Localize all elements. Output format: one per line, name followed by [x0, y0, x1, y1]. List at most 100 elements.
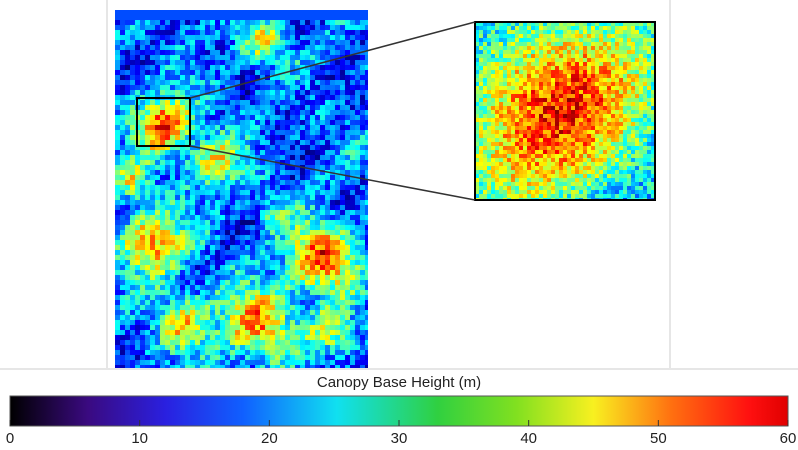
map-cell: [325, 285, 330, 290]
map-cell: [125, 55, 130, 60]
inset-cell: [639, 74, 643, 78]
inset-cell: [515, 42, 519, 46]
map-cell: [300, 275, 305, 280]
map-cell: [225, 280, 230, 285]
map-cell: [140, 335, 145, 340]
inset-cell: [487, 118, 491, 122]
map-cell: [210, 335, 215, 340]
map-cell: [190, 265, 195, 270]
inset-cell: [591, 94, 595, 98]
inset-cell: [487, 30, 491, 34]
map-cell: [145, 320, 150, 325]
map-cell: [120, 225, 125, 230]
map-cell: [170, 15, 175, 20]
map-cell: [310, 150, 315, 155]
map-cell: [360, 65, 365, 70]
map-cell: [215, 210, 220, 215]
map-cell: [360, 195, 365, 200]
inset-cell: [639, 110, 643, 114]
map-cell: [310, 140, 315, 145]
map-cell: [310, 330, 315, 335]
map-cell: [325, 35, 330, 40]
map-cell: [215, 180, 220, 185]
map-cell: [360, 190, 365, 195]
map-cell: [345, 320, 350, 325]
map-cell: [220, 140, 225, 145]
inset-cell: [635, 114, 639, 118]
map-cell: [310, 100, 315, 105]
map-cell: [340, 255, 345, 260]
map-cell: [250, 40, 255, 45]
map-cell: [345, 150, 350, 155]
inset-cell: [567, 102, 571, 106]
inset-cell: [555, 90, 559, 94]
map-cell: [235, 255, 240, 260]
map-cell: [245, 55, 250, 60]
map-cell: [245, 315, 250, 320]
map-cell: [305, 195, 310, 200]
map-cell: [270, 200, 275, 205]
map-cell: [230, 110, 235, 115]
map-cell: [335, 325, 340, 330]
map-cell: [145, 120, 150, 125]
map-cell: [360, 15, 365, 20]
map-cell: [150, 165, 155, 170]
map-cell: [285, 260, 290, 265]
inset-cell: [539, 102, 543, 106]
map-cell: [115, 195, 120, 200]
inset-cell: [635, 78, 639, 82]
map-cell: [215, 275, 220, 280]
map-cell: [275, 320, 280, 325]
inset-cell: [583, 26, 587, 30]
inset-cell: [519, 138, 523, 142]
map-cell: [175, 10, 180, 15]
map-cell: [360, 60, 365, 65]
inset-cell: [631, 66, 635, 70]
map-cell: [140, 245, 145, 250]
inset-cell: [507, 82, 511, 86]
map-cell: [190, 295, 195, 300]
map-cell: [235, 225, 240, 230]
map-cell: [270, 35, 275, 40]
map-cell: [200, 175, 205, 180]
inset-cell: [527, 54, 531, 58]
map-cell: [350, 125, 355, 130]
map-cell: [365, 140, 370, 145]
map-cell: [235, 160, 240, 165]
map-cell: [175, 30, 180, 35]
map-cell: [235, 265, 240, 270]
map-cell: [290, 135, 295, 140]
map-cell: [360, 85, 365, 90]
map-cell: [360, 360, 365, 365]
inset-cell: [511, 70, 515, 74]
inset-cell: [591, 26, 595, 30]
map-cell: [295, 50, 300, 55]
map-cell: [120, 290, 125, 295]
map-cell: [270, 330, 275, 335]
map-cell: [255, 360, 260, 365]
map-cell: [155, 305, 160, 310]
map-cell: [305, 300, 310, 305]
map-cell: [305, 105, 310, 110]
map-cell: [140, 105, 145, 110]
map-cell: [130, 245, 135, 250]
map-cell: [185, 350, 190, 355]
map-cell: [350, 25, 355, 30]
map-cell: [305, 110, 310, 115]
map-cell: [245, 265, 250, 270]
map-cell: [365, 275, 370, 280]
inset-cell: [511, 50, 515, 54]
map-cell: [190, 180, 195, 185]
map-cell: [285, 90, 290, 95]
map-cell: [345, 225, 350, 230]
map-cell: [260, 205, 265, 210]
map-cell: [315, 45, 320, 50]
map-cell: [180, 125, 185, 130]
map-cell: [115, 50, 120, 55]
inset-cell: [587, 110, 591, 114]
map-cell: [180, 50, 185, 55]
map-cell: [145, 45, 150, 50]
inset-cell: [507, 30, 511, 34]
inset-cell: [559, 114, 563, 118]
map-cell: [310, 70, 315, 75]
